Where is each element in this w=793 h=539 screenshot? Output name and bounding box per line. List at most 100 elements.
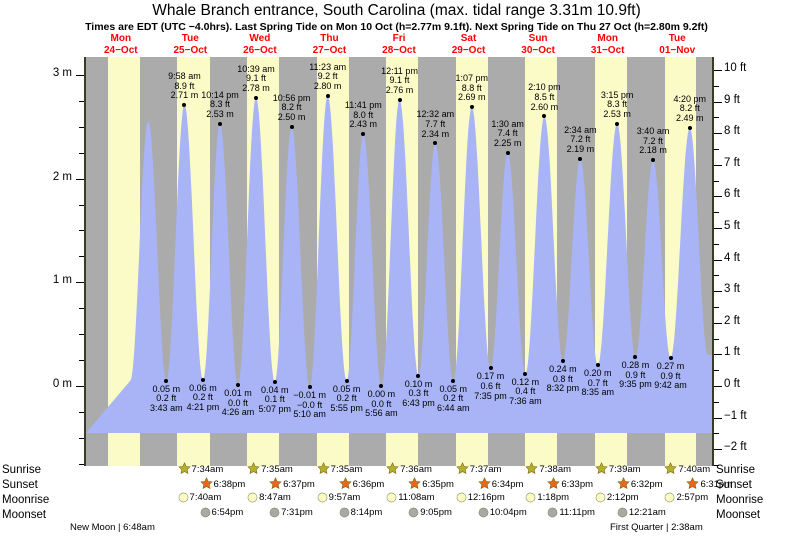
right-axis-label-2: 8 ft — [724, 125, 740, 138]
sunrise-event-time: 7:36am — [400, 464, 432, 475]
tide-label-line-0: 10:39 am — [237, 63, 275, 74]
tide-label-line-0: 1:07 pm — [455, 73, 489, 84]
tide-label-line-1: 0.2 ft — [443, 393, 464, 404]
tide-label-line-2: 2.19 m — [566, 144, 595, 155]
left-tick — [76, 74, 84, 76]
right-tick — [714, 133, 722, 135]
right-axis-label-3: 7 ft — [724, 156, 740, 169]
sunrise-event-1: 7:35am — [247, 462, 293, 475]
tide-label-line-1: 0.6 ft — [480, 380, 501, 391]
day-header-date: 31−Oct — [590, 44, 625, 56]
sunset-event-5: 6:33pm — [547, 477, 593, 490]
moonrise-event-time: 7:40am — [189, 492, 222, 503]
sunset-event-icon — [408, 477, 422, 490]
high-tide-label: 10:56 pm 8.2 ft 2.50 m — [264, 93, 320, 123]
sunrise-event-icon — [386, 462, 400, 475]
tide-label-line-0: 0.12 m — [511, 376, 540, 387]
tide-label-line-1: 8.3 ft — [209, 99, 230, 110]
day-band-6 — [525, 433, 558, 466]
moonrise-event-time: 8:47am — [259, 492, 291, 503]
right-tick — [714, 69, 722, 71]
moonrise-event-time: 11:08am — [398, 492, 435, 503]
day-header-date: 27−Oct — [312, 44, 347, 56]
moonset-event-5: 11:11pm — [547, 507, 595, 518]
right-tick — [714, 370, 719, 372]
moonset-event-icon — [547, 507, 559, 518]
high-tide-marker — [182, 102, 187, 107]
low-tide-label: 0.27 m 0.9 ft 9:42 am — [643, 361, 699, 391]
moonset-event-time: 12:21am — [628, 507, 666, 518]
tide-label-line-2: 6:44 am — [437, 403, 470, 413]
tide-label-line-1: 9.2 ft — [317, 71, 338, 82]
sunset-event-time: 6:36pm — [352, 479, 385, 490]
high-tide-label: 1:30 am 7.4 ft 2.25 m — [480, 119, 536, 149]
low-tide-label: 0.05 m 0.2 ft 3:43 am — [138, 384, 194, 414]
day-band-1 — [177, 433, 210, 466]
high-tide-label: 11:41 pm 8.0 ft 2.43 m — [335, 100, 391, 130]
day-header-dow: Wed — [249, 33, 271, 44]
left-tick — [79, 437, 84, 439]
moonrise-event-time: 12:16pm — [467, 492, 505, 503]
moonrise-event-icon — [664, 492, 676, 503]
high-tide-marker — [651, 157, 656, 162]
sunset-event-time: 6:38pm — [213, 479, 246, 490]
left-axis-label-0: 3 m — [52, 66, 72, 79]
high-tide-marker — [615, 121, 620, 126]
moonset-event-icon — [200, 507, 212, 518]
high-tide-marker — [469, 105, 474, 110]
tide-label-line-2: 2.80 m — [313, 80, 342, 91]
high-tide-marker — [361, 132, 366, 136]
sunrise-row-label-left: Sunrise — [2, 464, 41, 476]
tide-label-line-0: 12:32 am — [416, 109, 455, 120]
right-axis-label-7: 3 ft — [724, 283, 740, 296]
tide-label-line-2: 2.78 m — [242, 82, 270, 93]
right-tick — [714, 401, 719, 403]
tide-label-line-0: 2:34 am — [564, 124, 597, 135]
high-tide-label: 12:11 pm 9.1 ft 2.76 m — [372, 66, 428, 96]
high-tide-label: 3:40 am 7.2 ft 2.18 m — [625, 126, 681, 156]
day-band-7 — [595, 433, 627, 466]
tide-label-line-0: 0.17 m — [476, 371, 505, 382]
low-tide-marker — [668, 356, 673, 360]
left-tick — [79, 152, 84, 154]
day-header-dow: Sun — [528, 33, 548, 44]
low-tide-marker — [523, 371, 528, 376]
plot-frame-right — [712, 57, 714, 466]
low-tide-label: 0.06 m 0.2 ft 4:21 pm — [175, 383, 231, 413]
right-tick — [714, 386, 722, 387]
tide-label-line-2: 5:07 pm — [258, 404, 291, 415]
sunset-row-label-right: Sunset — [716, 479, 752, 491]
sunset-event-icon — [547, 477, 561, 490]
day-header-date: 25−Oct — [173, 44, 208, 56]
moonrise-row-label-right: Moonrise — [716, 494, 764, 506]
high-tide-label: 12:32 am 7.7 ft 2.34 m — [407, 110, 463, 139]
left-axis-label-3: 0 m — [52, 378, 72, 390]
tide-label-line-2: 5:56 am — [365, 408, 398, 419]
left-tick — [76, 178, 84, 180]
moonrise-event-time: 2:12pm — [606, 492, 639, 503]
moon-phase-1: First Quarter | 2:38am — [610, 522, 703, 533]
high-tide-label: 11:23 am 9.2 ft 2.80 m — [300, 62, 356, 92]
day-header-date: 26−Oct — [243, 44, 277, 56]
moonrise-event-6: 2:12pm — [595, 492, 639, 503]
low-tide-marker — [560, 359, 565, 364]
moonset-event-icon — [617, 507, 629, 518]
sunset-event-icon — [338, 477, 353, 490]
tide-label-line-0: 0.10 m — [404, 378, 433, 389]
sunset-event-time: 6:31pm — [700, 479, 733, 490]
day-header-dow: Thu — [320, 33, 339, 44]
sunrise-event-icon — [316, 462, 331, 475]
moonset-event-time: 7:31pm — [281, 507, 313, 518]
tide-label-line-1: 8.2 ft — [679, 103, 700, 114]
moonset-event-time: 6:54pm — [211, 507, 244, 518]
high-tide-label: 1:07 pm 8.8 ft 2.69 m — [444, 73, 500, 103]
tide-label-line-1: −0.0 ft — [297, 399, 323, 410]
day-header-dow: Mon — [597, 33, 618, 44]
right-tick — [714, 291, 722, 293]
moonrise-event-3: 11:08am — [386, 492, 434, 503]
tide-label-line-2: 2.34 m — [421, 128, 450, 139]
day-header-5: Sat 29−Oct — [434, 33, 504, 56]
high-tide-marker — [253, 95, 258, 100]
low-tide-label: 0.12 m 0.4 ft 7:36 am — [497, 376, 553, 407]
day-header-dow: Sat — [460, 33, 477, 44]
